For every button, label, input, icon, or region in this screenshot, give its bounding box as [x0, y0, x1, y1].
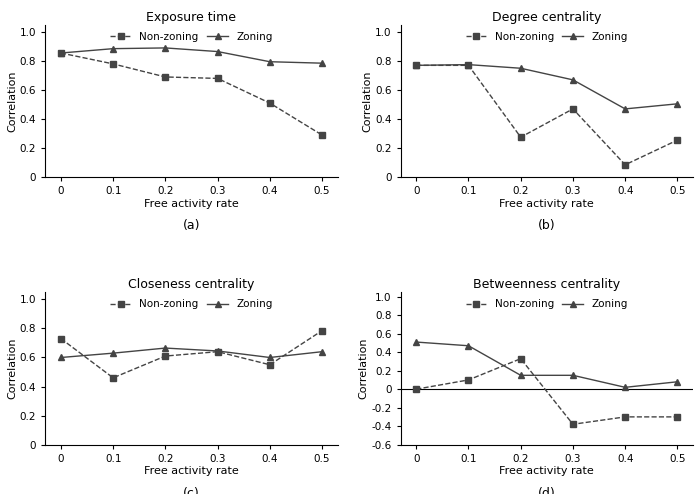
Zoning — [673, 379, 682, 385]
Non-zoning — [517, 134, 525, 140]
Non-zoning — [568, 106, 577, 112]
Title: Degree centrality: Degree centrality — [492, 10, 601, 24]
Zoning — [517, 65, 525, 71]
Non-zoning — [464, 377, 473, 383]
Zoning — [517, 372, 525, 378]
Non-zoning — [568, 421, 577, 427]
Line: Non-zoning: Non-zoning — [58, 50, 325, 138]
Non-zoning — [214, 349, 222, 355]
Zoning — [568, 372, 577, 378]
Zoning — [318, 349, 326, 355]
Non-zoning — [57, 50, 65, 56]
Line: Zoning: Zoning — [57, 44, 326, 67]
Zoning — [57, 355, 65, 361]
Zoning — [568, 77, 577, 83]
Title: Closeness centrality: Closeness centrality — [128, 278, 255, 291]
Non-zoning — [109, 61, 118, 67]
Non-zoning — [109, 375, 118, 381]
Zoning — [109, 350, 118, 356]
Non-zoning — [412, 386, 421, 392]
Line: Zoning: Zoning — [57, 345, 326, 361]
Legend: Non-zoning, Zoning: Non-zoning, Zoning — [108, 297, 274, 312]
Zoning — [673, 101, 682, 107]
Y-axis label: Correlation: Correlation — [358, 337, 368, 399]
Non-zoning — [318, 132, 326, 138]
Zoning — [412, 339, 421, 345]
Non-zoning — [412, 62, 421, 68]
Y-axis label: Correlation: Correlation — [363, 70, 372, 132]
X-axis label: Free activity rate: Free activity rate — [500, 466, 594, 476]
Non-zoning — [265, 362, 274, 368]
Non-zoning — [161, 74, 169, 80]
Non-zoning — [318, 328, 326, 333]
Zoning — [464, 62, 473, 68]
Zoning — [214, 348, 222, 354]
Zoning — [265, 355, 274, 361]
Y-axis label: Correlation: Correlation — [7, 337, 17, 399]
Zoning — [161, 345, 169, 351]
Zoning — [109, 45, 118, 51]
Y-axis label: Correlation: Correlation — [7, 70, 17, 132]
Zoning — [265, 59, 274, 65]
Non-zoning — [265, 100, 274, 106]
Non-zoning — [673, 414, 682, 420]
Zoning — [214, 48, 222, 54]
Text: (c): (c) — [183, 487, 200, 494]
Non-zoning — [517, 356, 525, 362]
Legend: Non-zoning, Zoning: Non-zoning, Zoning — [108, 30, 274, 44]
Non-zoning — [57, 335, 65, 341]
Zoning — [621, 384, 629, 390]
Non-zoning — [621, 162, 629, 168]
Zoning — [412, 62, 421, 68]
Non-zoning — [621, 414, 629, 420]
Zoning — [621, 106, 629, 112]
Line: Zoning: Zoning — [413, 338, 681, 391]
X-axis label: Free activity rate: Free activity rate — [144, 466, 239, 476]
Legend: Non-zoning, Zoning: Non-zoning, Zoning — [463, 297, 630, 312]
Non-zoning — [673, 137, 682, 143]
Zoning — [318, 60, 326, 66]
Zoning — [161, 45, 169, 51]
Zoning — [464, 343, 473, 349]
Line: Zoning: Zoning — [413, 61, 681, 112]
X-axis label: Free activity rate: Free activity rate — [500, 199, 594, 209]
X-axis label: Free activity rate: Free activity rate — [144, 199, 239, 209]
Line: Non-zoning: Non-zoning — [414, 356, 680, 427]
Text: (d): (d) — [538, 487, 556, 494]
Text: (a): (a) — [183, 219, 200, 232]
Title: Betweenness centrality: Betweenness centrality — [473, 278, 620, 291]
Legend: Non-zoning, Zoning: Non-zoning, Zoning — [463, 30, 630, 44]
Non-zoning — [464, 62, 473, 68]
Line: Non-zoning: Non-zoning — [58, 328, 325, 380]
Text: (b): (b) — [538, 219, 556, 232]
Non-zoning — [161, 353, 169, 359]
Title: Exposure time: Exposure time — [146, 10, 237, 24]
Line: Non-zoning: Non-zoning — [414, 63, 680, 167]
Zoning — [57, 50, 65, 56]
Non-zoning — [214, 76, 222, 82]
